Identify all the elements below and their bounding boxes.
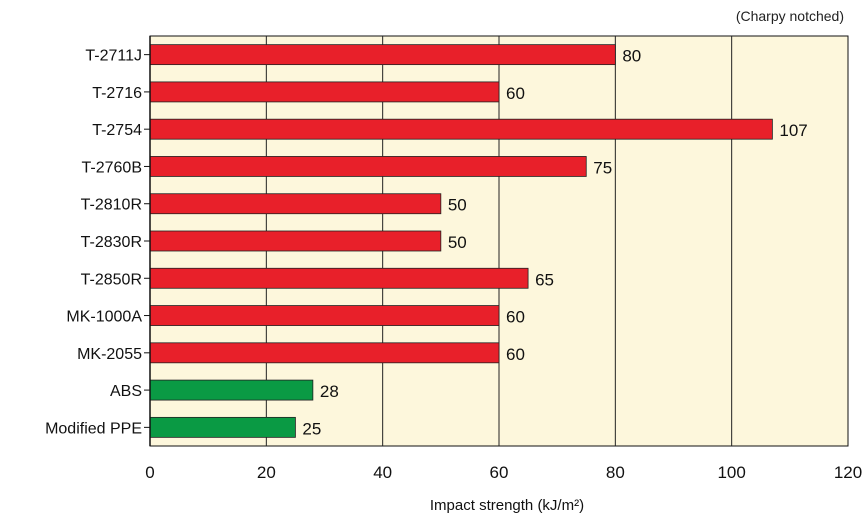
- category-label-t-2711j: T-2711J: [85, 48, 142, 65]
- value-label-abs: 28: [320, 382, 339, 401]
- category-label-t-2754: T-2754: [92, 122, 142, 139]
- value-label-t-2716: 60: [506, 84, 525, 103]
- x-tick-label-20: 20: [257, 463, 276, 482]
- value-label-t-2711j: 80: [622, 47, 641, 66]
- category-labels: T-2711J T-2716 T-2754 T-2760B T-2810R T-2830R…: [45, 48, 150, 437]
- bars: 80 60 107 75 50 50 65 60 60 28 25: [149, 44, 808, 438]
- x-tick-label-100: 100: [717, 463, 745, 482]
- bar-t-2716: [149, 81, 500, 103]
- value-label-mk-1000a: 60: [506, 308, 525, 327]
- value-label-t-2760b: 75: [593, 158, 612, 177]
- bar-t-2810r: [149, 193, 442, 215]
- bar-mk-2055: [149, 342, 500, 364]
- x-tick-labels: 0 20 40 60 80 100 120: [145, 463, 862, 482]
- chart-note: (Charpy notched): [735, 8, 844, 24]
- value-label-t-2810r: 50: [448, 196, 467, 215]
- category-label-mk-2055: MK-2055: [77, 346, 142, 363]
- x-tick-label-60: 60: [490, 463, 509, 482]
- bar-modified-ppe: [149, 416, 296, 438]
- bar-t-2711j: [149, 44, 616, 66]
- bar-t-2754: [149, 118, 773, 140]
- x-tick-label-120: 120: [834, 463, 862, 482]
- bar-t-2760b: [149, 156, 587, 177]
- bar-t-2830r: [149, 230, 442, 252]
- x-tick-label-0: 0: [145, 463, 154, 482]
- value-label-mk-2055: 60: [506, 345, 525, 364]
- category-label-abs: ABS: [110, 383, 142, 400]
- category-label-t-2810r: T-2810R: [81, 197, 142, 214]
- bar-mk-1000a: [149, 305, 500, 326]
- value-label-t-2850r: 65: [535, 270, 554, 289]
- value-label-t-2754: 107: [779, 121, 807, 140]
- category-label-t-2850r: T-2850R: [81, 271, 142, 288]
- x-tick-label-40: 40: [373, 463, 392, 482]
- x-tick-label-80: 80: [606, 463, 625, 482]
- category-label-mk-1000a: MK-1000A: [66, 309, 142, 326]
- value-label-t-2830r: 50: [448, 233, 467, 252]
- category-label-t-2830r: T-2830R: [81, 234, 142, 251]
- bar-abs: [149, 379, 314, 401]
- category-label-t-2760b: T-2760B: [82, 159, 142, 176]
- value-label-modified-ppe: 25: [302, 419, 321, 438]
- category-label-t-2716: T-2716: [92, 85, 142, 102]
- category-label-modified-ppe: Modified PPE: [45, 420, 142, 437]
- bar-t-2850r: [149, 267, 529, 289]
- x-axis-label: Impact strength (kJ/m²): [430, 497, 584, 514]
